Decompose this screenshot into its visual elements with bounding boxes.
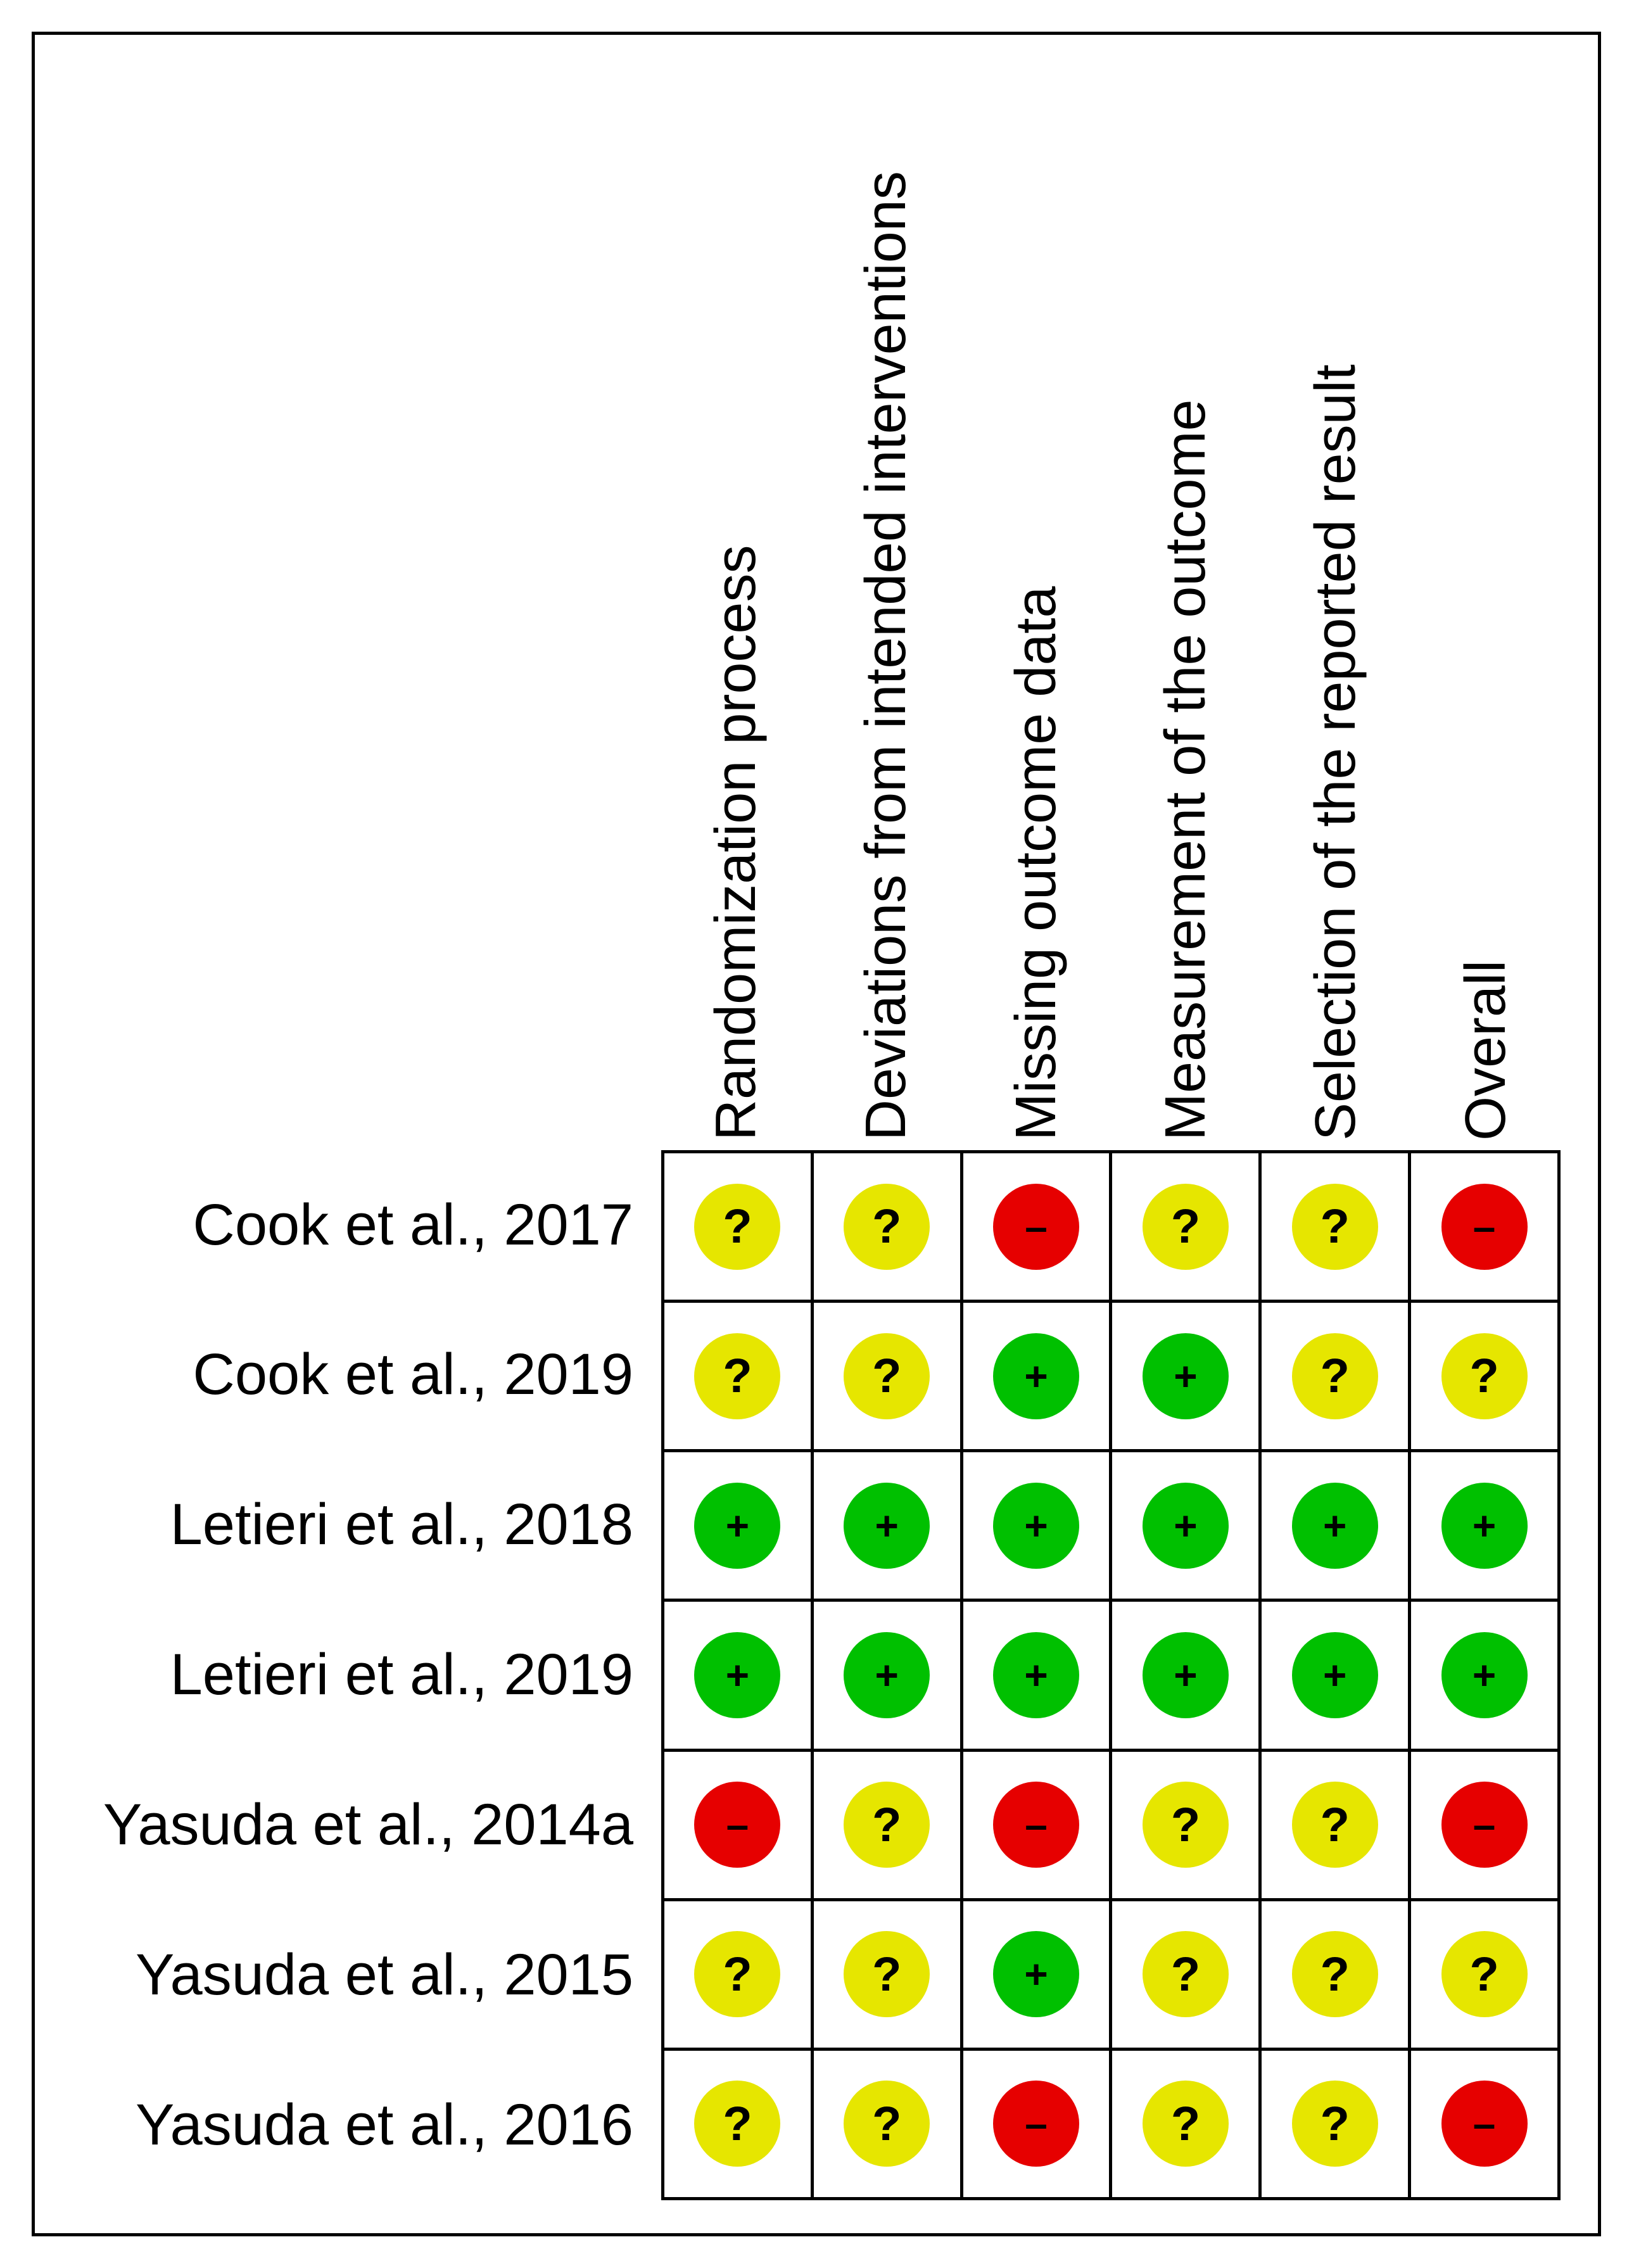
some-concerns-icon: ?	[694, 2081, 781, 2167]
low-risk-icon: +	[694, 1482, 781, 1569]
low-risk-icon: +	[993, 1333, 1080, 1419]
judgement-cell: +	[1112, 1452, 1262, 1602]
domain-header-label: Randomization process	[704, 545, 768, 1141]
study-label: Yasuda et al., 2016	[136, 2092, 633, 2157]
judgement-cell: –	[1411, 1153, 1561, 1303]
judgement-cell: +	[963, 1901, 1113, 2051]
judgement-cell: ?	[813, 1153, 963, 1303]
low-risk-icon: +	[1441, 1482, 1528, 1569]
judgement-cell: –	[963, 1751, 1113, 1901]
domain-header-label: Overall	[1454, 960, 1517, 1141]
low-risk-icon: +	[1142, 1631, 1229, 1718]
domain-header-label: Selection of the reported result	[1304, 364, 1367, 1141]
judgement-cell: +	[963, 1303, 1113, 1453]
low-risk-icon: +	[993, 1931, 1080, 2018]
judgement-cell: ?	[1112, 1751, 1262, 1901]
some-concerns-icon: ?	[694, 1333, 781, 1419]
judgement-cell: +	[664, 1602, 814, 1752]
judgement-cell: ?	[1411, 1901, 1561, 2051]
some-concerns-icon: ?	[1291, 1931, 1378, 2018]
judgement-cell: ?	[664, 2050, 814, 2200]
some-concerns-icon: ?	[1441, 1333, 1528, 1419]
some-concerns-icon: ?	[844, 1183, 930, 1270]
some-concerns-icon: ?	[694, 1931, 781, 2018]
high-risk-icon: –	[694, 1782, 781, 1868]
some-concerns-icon: ?	[844, 2081, 930, 2167]
judgement-cell: +	[1112, 1303, 1262, 1453]
some-concerns-icon: ?	[844, 1782, 930, 1868]
domain-header-label: Missing outcome data	[1004, 586, 1068, 1141]
judgement-cell: ?	[813, 1303, 963, 1453]
judgement-cell: ?	[1262, 1303, 1412, 1453]
some-concerns-icon: ?	[1291, 1782, 1378, 1868]
some-concerns-icon: ?	[1441, 1931, 1528, 2018]
judgement-cell: ?	[1262, 2050, 1412, 2200]
domain-header-label: Deviations from intended interventions	[854, 171, 918, 1141]
some-concerns-icon: ?	[844, 1333, 930, 1419]
study-label: Cook et al., 2019	[193, 1342, 633, 1407]
study-label: Letieri et al., 2019	[170, 1642, 633, 1707]
judgement-cell: ?	[1112, 2050, 1262, 2200]
judgement-cell: +	[963, 1602, 1113, 1752]
high-risk-icon: –	[1441, 1183, 1528, 1270]
figure-frame	[32, 32, 1601, 2236]
judgement-cell: –	[1411, 2050, 1561, 2200]
low-risk-icon: +	[1142, 1482, 1229, 1569]
judgement-cell: ?	[1411, 1303, 1561, 1453]
judgement-cell: ?	[664, 1901, 814, 2051]
study-label: Yasuda et al., 2014a	[103, 1792, 633, 1857]
low-risk-icon: +	[1291, 1631, 1378, 1718]
high-risk-icon: –	[993, 1183, 1080, 1270]
low-risk-icon: +	[993, 1482, 1080, 1569]
high-risk-icon: –	[1441, 1782, 1528, 1868]
judgement-cell: –	[1411, 1751, 1561, 1901]
judgement-cell: ?	[664, 1303, 814, 1453]
low-risk-icon: +	[1291, 1482, 1378, 1569]
study-label: Cook et al., 2017	[193, 1192, 633, 1257]
judgement-cell: –	[664, 1751, 814, 1901]
study-label: Letieri et al., 2018	[170, 1492, 633, 1557]
judgement-cell: +	[963, 1452, 1113, 1602]
judgement-cell: ?	[664, 1153, 814, 1303]
some-concerns-icon: ?	[694, 1183, 781, 1270]
low-risk-icon: +	[694, 1631, 781, 1718]
some-concerns-icon: ?	[1142, 1931, 1229, 2018]
judgement-cell: ?	[1262, 1751, 1412, 1901]
judgement-cell: ?	[813, 2050, 963, 2200]
high-risk-icon: –	[993, 1782, 1080, 1868]
low-risk-icon: +	[1142, 1333, 1229, 1419]
low-risk-icon: +	[1441, 1631, 1528, 1718]
some-concerns-icon: ?	[1291, 1183, 1378, 1270]
some-concerns-icon: ?	[1142, 1183, 1229, 1270]
judgement-cell: +	[1262, 1602, 1412, 1752]
low-risk-icon: +	[844, 1482, 930, 1569]
judgement-cell: +	[1112, 1602, 1262, 1752]
judgement-cell: +	[813, 1452, 963, 1602]
study-label: Yasuda et al., 2015	[136, 1942, 633, 2007]
judgement-cell: ?	[813, 1901, 963, 2051]
judgement-cell: –	[963, 1153, 1113, 1303]
judgement-cell: +	[1411, 1452, 1561, 1602]
some-concerns-icon: ?	[1142, 1782, 1229, 1868]
low-risk-icon: +	[993, 1631, 1080, 1718]
judgement-cell: –	[963, 2050, 1113, 2200]
judgement-cell: ?	[1112, 1153, 1262, 1303]
judgement-cell: +	[813, 1602, 963, 1752]
some-concerns-icon: ?	[1291, 1333, 1378, 1419]
judgement-cell: ?	[1262, 1901, 1412, 2051]
judgement-cell: +	[664, 1452, 814, 1602]
high-risk-icon: –	[1441, 2081, 1528, 2167]
high-risk-icon: –	[993, 2081, 1080, 2167]
low-risk-icon: +	[844, 1631, 930, 1718]
judgement-cell: ?	[813, 1751, 963, 1901]
judgement-cell: +	[1411, 1602, 1561, 1752]
domain-header-label: Measurement of the outcome	[1154, 399, 1218, 1141]
judgement-cell: ?	[1262, 1153, 1412, 1303]
risk-of-bias-grid: ?? –?? –?? + +?? + + + + + + + + + + + + –? –?? –?? +????? –?…	[661, 1150, 1561, 2200]
some-concerns-icon: ?	[1142, 2081, 1229, 2167]
judgement-cell: +	[1262, 1452, 1412, 1602]
some-concerns-icon: ?	[1291, 2081, 1378, 2167]
judgement-cell: ?	[1112, 1901, 1262, 2051]
some-concerns-icon: ?	[844, 1931, 930, 2018]
